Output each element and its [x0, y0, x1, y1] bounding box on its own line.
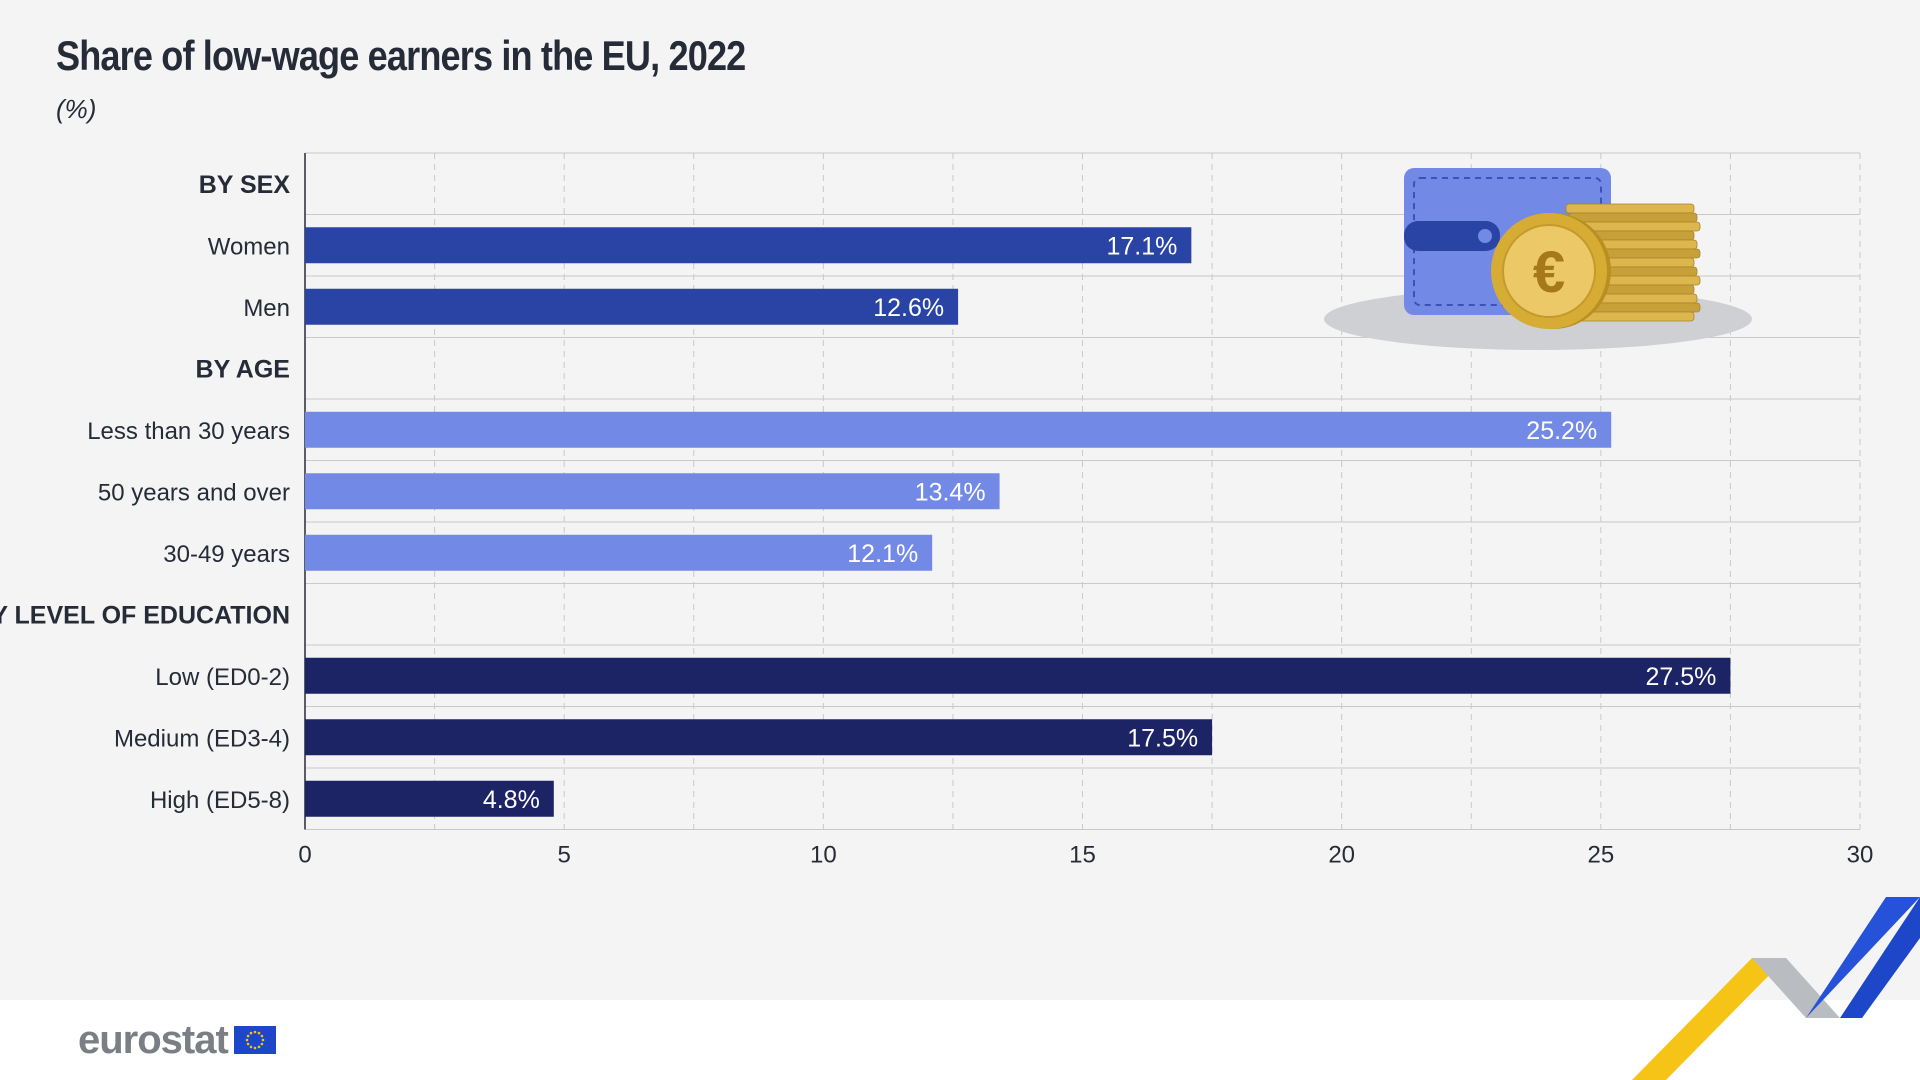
- category-label: Less than 30 years: [87, 418, 290, 445]
- data-label: 12.1%: [847, 540, 918, 568]
- category-label: High (ED5-8): [150, 787, 290, 814]
- x-tick-label: 5: [557, 842, 570, 869]
- eu-star: [249, 1045, 253, 1049]
- data-label: 25.2%: [1526, 417, 1597, 445]
- eu-star: [253, 1030, 257, 1034]
- brand-name: eurostat: [78, 1017, 229, 1062]
- footer-band: [0, 1000, 1920, 1080]
- category-label: Men: [243, 295, 290, 322]
- euro-coin-icon: €: [1491, 213, 1611, 329]
- group-heading: BY SEX: [199, 171, 291, 199]
- x-tick-label: 10: [810, 842, 837, 869]
- x-tick-label: 25: [1587, 842, 1614, 869]
- category-label: Medium (ED3-4): [114, 725, 290, 752]
- eu-star: [246, 1034, 250, 1038]
- bar: [305, 657, 1731, 694]
- wallet-illustration: €: [1324, 168, 1752, 350]
- group-heading: BY AGE: [196, 355, 290, 383]
- bar: [305, 473, 1000, 510]
- data-label: 17.1%: [1106, 232, 1177, 260]
- eu-star: [261, 1038, 265, 1042]
- category-label: Low (ED0-2): [155, 664, 290, 691]
- data-label: 27.5%: [1646, 663, 1717, 691]
- bar-chart: 0 5 10 15 20 25 30 BY SEX Women 17.1% Men 12.6% BY A…: [0, 152, 1874, 869]
- bar: [305, 534, 933, 571]
- eu-star: [253, 1046, 257, 1050]
- bar: [305, 227, 1192, 264]
- eu-star: [245, 1038, 249, 1042]
- eu-flag-icon: [233, 1026, 276, 1054]
- euro-symbol: €: [1533, 240, 1565, 305]
- eu-star: [260, 1034, 264, 1038]
- data-label: 4.8%: [483, 786, 540, 814]
- chart-subtitle: (%): [56, 94, 97, 124]
- eu-star: [260, 1042, 264, 1046]
- data-label: 12.6%: [873, 294, 944, 322]
- bar: [305, 411, 1612, 448]
- data-label: 17.5%: [1127, 724, 1198, 752]
- eu-star: [246, 1042, 250, 1046]
- bar: [305, 780, 554, 817]
- bar: [305, 288, 959, 325]
- chart-title: Share of low-wage earners in the EU, 202…: [56, 32, 746, 79]
- bar: [305, 719, 1213, 756]
- eu-star: [257, 1045, 261, 1049]
- data-label: 13.4%: [915, 478, 986, 506]
- eu-star: [249, 1031, 253, 1035]
- brand-logo: eurostat: [78, 1010, 276, 1070]
- group-heading: BY LEVEL OF EDUCATION: [0, 601, 290, 629]
- category-label: Women: [208, 233, 290, 260]
- eu-star: [257, 1031, 261, 1035]
- category-label: 50 years and over: [98, 479, 290, 506]
- x-tick-label: 15: [1069, 842, 1096, 869]
- category-label: 30-49 years: [163, 541, 290, 568]
- x-tick-label: 0: [298, 842, 311, 869]
- x-tick-label: 30: [1847, 842, 1874, 869]
- x-tick-label: 20: [1328, 842, 1355, 869]
